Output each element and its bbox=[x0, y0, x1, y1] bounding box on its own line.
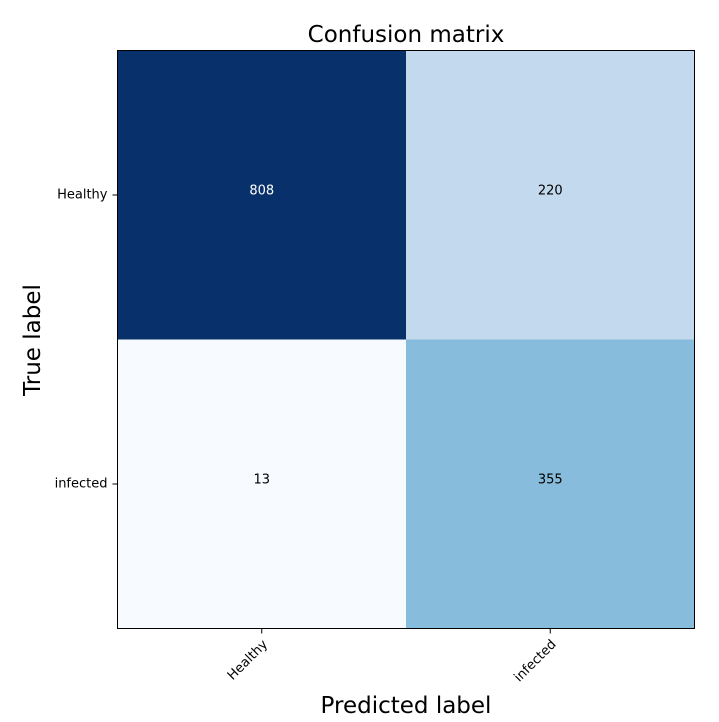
chart-title: Confusion matrix bbox=[308, 22, 505, 48]
matrix-cell bbox=[117, 50, 406, 340]
y-axis-label: True label bbox=[20, 284, 46, 397]
matrix-cell bbox=[406, 50, 695, 340]
matrix-cell-value: 220 bbox=[538, 184, 563, 199]
y-tick-label: infected bbox=[55, 477, 108, 492]
x-axis-ticks: Healthy infected bbox=[225, 628, 560, 685]
matrix-cell-labels: 808 220 13 355 bbox=[249, 184, 562, 488]
matrix-cell-value: 355 bbox=[538, 473, 563, 488]
y-tick-label: Healthy bbox=[57, 188, 108, 203]
x-axis-label: Predicted label bbox=[321, 693, 492, 718]
matrix-cell bbox=[406, 339, 695, 629]
x-tick-label: infected bbox=[512, 637, 560, 685]
matrix-cell bbox=[117, 339, 406, 629]
plot-frame bbox=[117, 50, 695, 629]
matrix-cells bbox=[117, 50, 695, 629]
matrix-cell-value: 808 bbox=[249, 184, 274, 199]
y-axis-ticks: Healthy infected bbox=[55, 188, 118, 492]
x-tick-label: Healthy bbox=[225, 637, 271, 683]
matrix-cell-value: 13 bbox=[253, 473, 270, 488]
